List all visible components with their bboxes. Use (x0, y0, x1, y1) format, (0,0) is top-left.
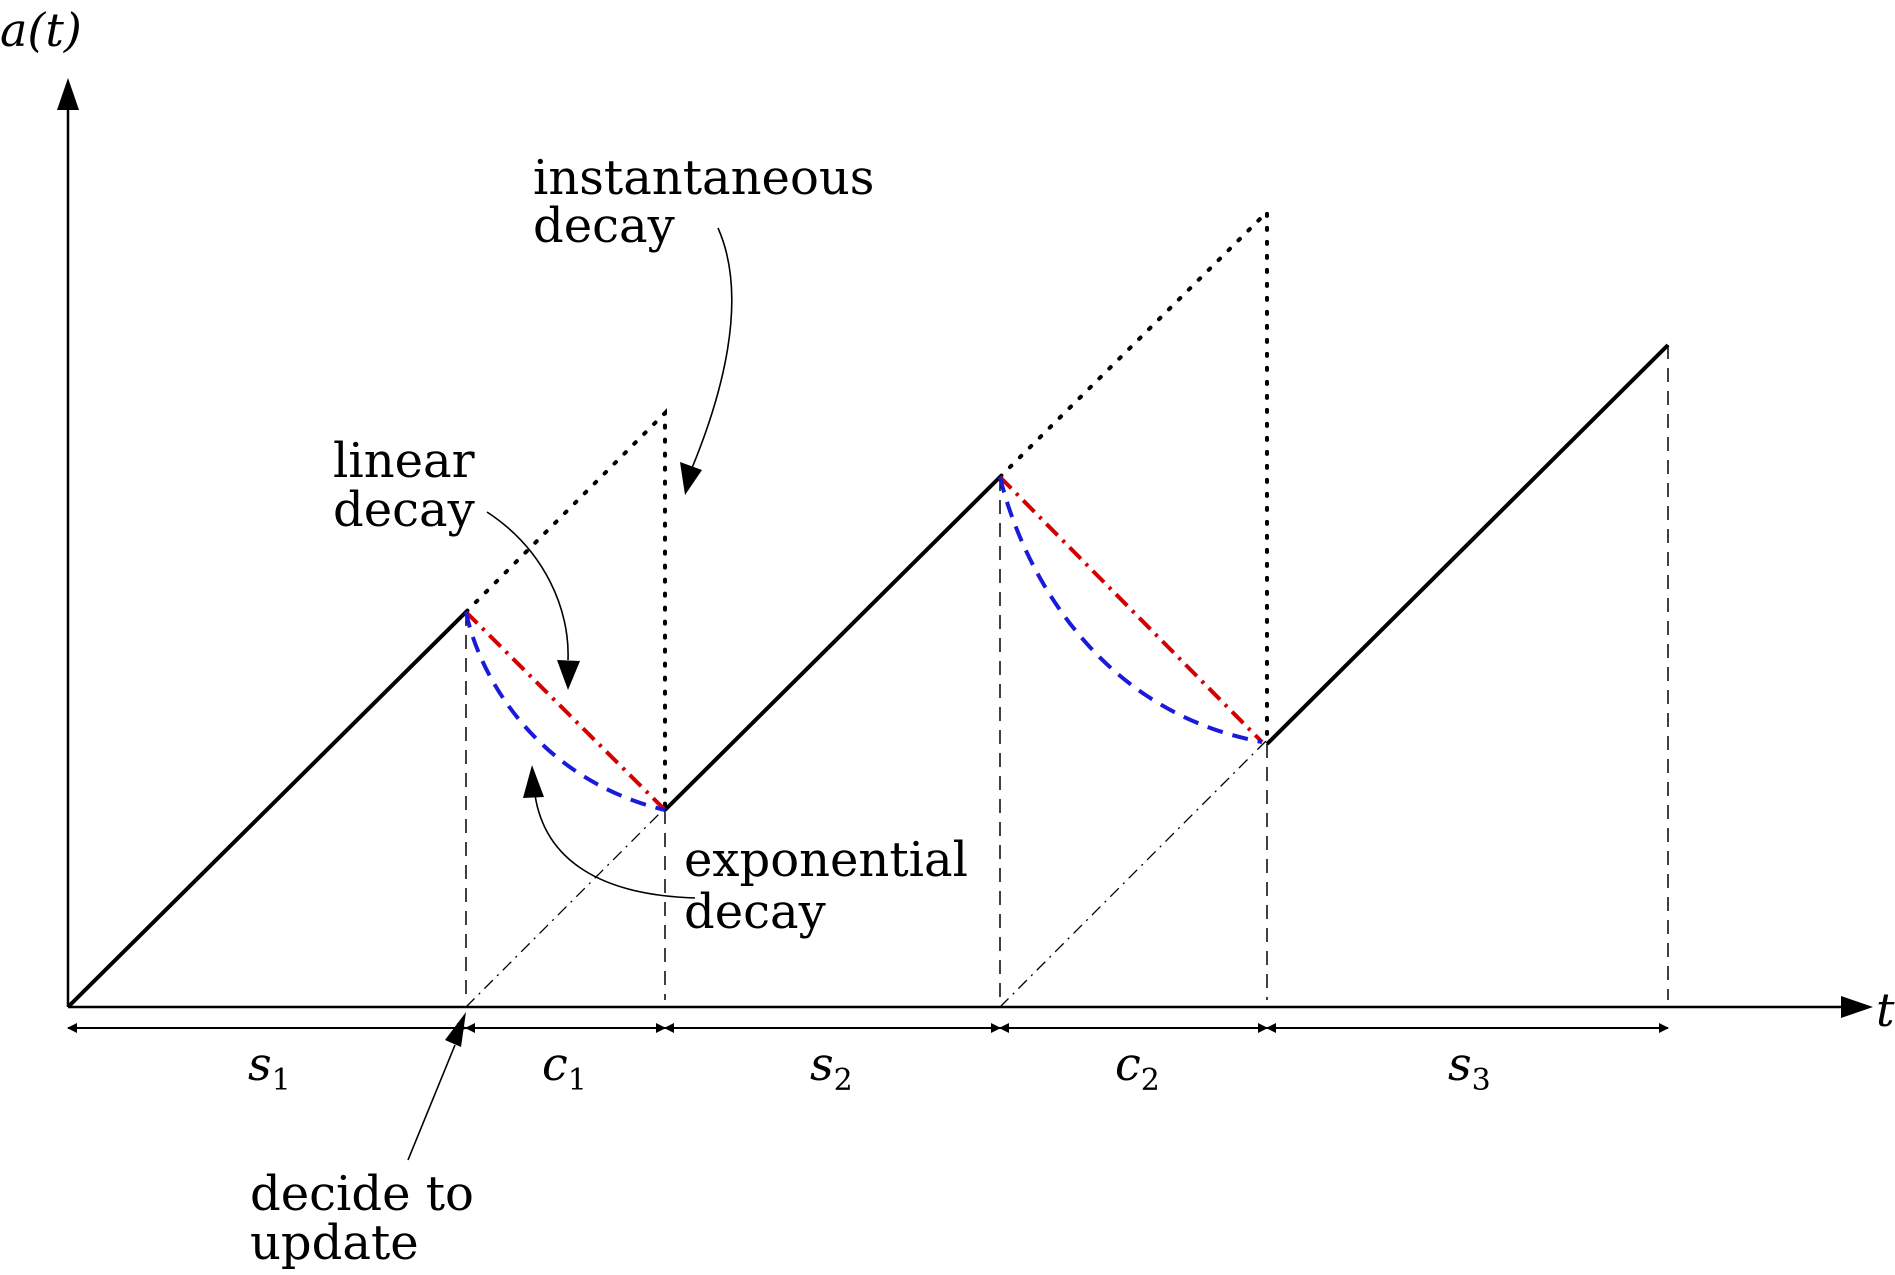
exponential-decay-pointer (534, 794, 696, 899)
exponential-decay-2 (998, 476, 1263, 744)
decide-to-update-pointer-head (445, 1012, 466, 1047)
linear-decay-pointer (486, 511, 569, 661)
instantaneous-decay-2 (998, 207, 1269, 742)
x-axis-label: t (1876, 983, 1895, 1037)
instantaneous-decay-label: instantaneous decay (533, 150, 890, 254)
interval-label-c2: c2 (1115, 1037, 1160, 1098)
baseline-age-1 (465, 807, 666, 1008)
age-ramp-s1 (66, 610, 468, 1009)
decide-to-update-pointer (407, 1044, 456, 1161)
decide-to-update-label: decide to update (250, 1166, 489, 1271)
y-axis-label: a(t) (0, 3, 82, 57)
baseline-age-2 (999, 739, 1268, 1008)
interval-label-c1: c1 (542, 1037, 587, 1098)
exponential-decay-1 (464, 611, 666, 812)
instantaneous-decay-1 (464, 408, 667, 810)
instantaneous-decay-pointer-head (680, 462, 702, 495)
x-axis-arrowhead (1841, 996, 1873, 1018)
linear-decay-1 (464, 610, 667, 812)
interval-label-s1: s1 (248, 1037, 291, 1098)
exponential-decay-label: exponential decay (684, 832, 983, 940)
linear-decay-pointer-head (557, 660, 580, 690)
y-axis-arrowhead (57, 78, 79, 110)
linear-decay-2 (998, 475, 1264, 744)
age-ramp-s3 (1265, 343, 1670, 746)
linear-decay-label: linear decay (333, 433, 490, 538)
interval-label-s3: s3 (1448, 1037, 1491, 1098)
instantaneous-decay-pointer (691, 227, 733, 469)
interval-label-s2: s2 (810, 1037, 853, 1098)
exponential-decay-pointer-head (523, 765, 544, 798)
age-ramp-s2 (663, 475, 1002, 812)
